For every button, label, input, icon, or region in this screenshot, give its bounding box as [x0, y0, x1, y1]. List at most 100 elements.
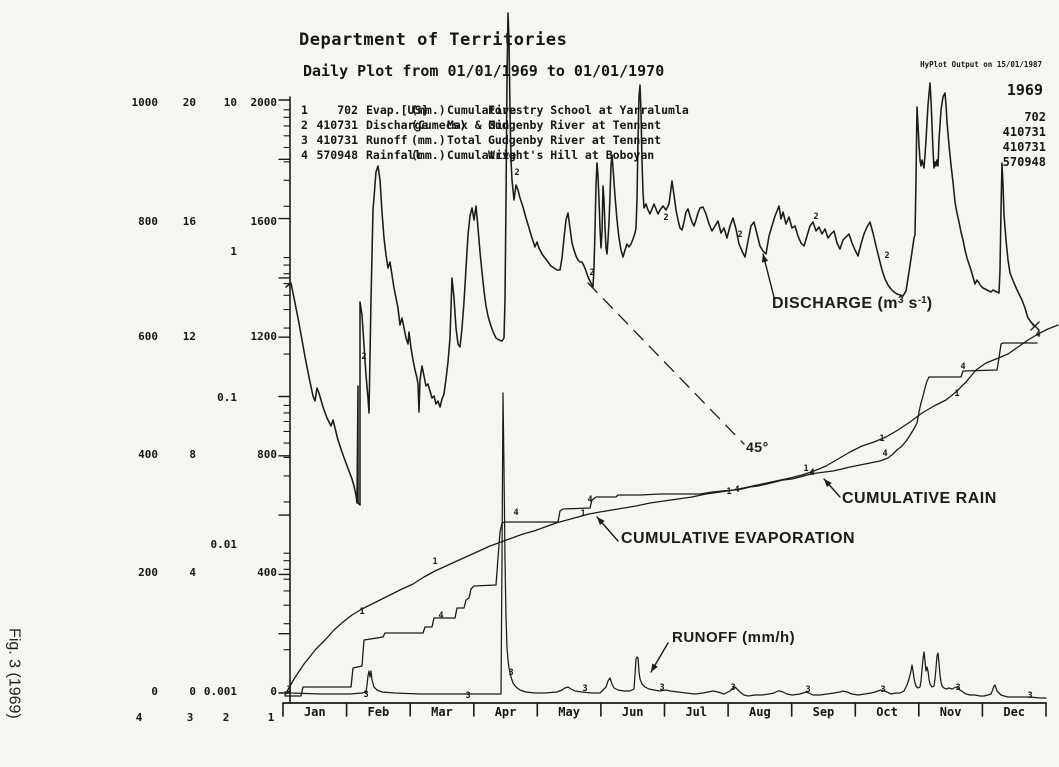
month-label-mar: Mar: [431, 705, 453, 719]
y-axis-label-curve-4: 400: [138, 448, 158, 461]
month-label-apr: Apr: [494, 705, 517, 719]
discharge-annotation-close: ): [926, 295, 933, 312]
curve-id-digit-1: 1: [432, 557, 438, 567]
legend-parameter: Discharge: [366, 118, 429, 132]
curve-id-digit-3: 3: [805, 685, 811, 695]
axis-column-index: 2: [222, 711, 230, 724]
legend-statistic-type: Max & Min: [447, 118, 510, 132]
curve-id-digit-1: 1: [803, 464, 809, 474]
y-axis-label-curve-2: 1: [230, 245, 237, 258]
curve-id-digit-3: 3: [1027, 691, 1033, 701]
legend-statistic-type: Cumulative: [447, 103, 517, 117]
y-axis-label-curve-1: 0: [270, 685, 277, 698]
curve-id-digit-4: 4: [734, 485, 740, 495]
month-label-dec: Dec: [1003, 705, 1026, 719]
y-axis-major-ticks: [278, 99, 291, 694]
month-label-jun: Jun: [621, 705, 644, 719]
y-axis-label-curve-4: 1000: [131, 96, 159, 109]
discharge-exp-3: 3: [898, 295, 904, 306]
legend-station-id: 410731: [316, 118, 358, 132]
legend-unit: (mm.): [411, 103, 446, 117]
y-axis-label-curve-3: 8: [189, 448, 196, 461]
figure-caption: Fig. 3 (1969): [5, 628, 23, 719]
annotation-arrowhead-2: [597, 517, 605, 526]
legend-curve-number: 3: [301, 133, 308, 147]
discharge-exp-minus1: -1: [917, 295, 927, 306]
curve-id-digit-3: 3: [659, 683, 665, 693]
plot-subtitle: Daily Plot from 01/01/1969 to 01/01/1970: [303, 62, 665, 80]
y-axis-label-curve-1: 400: [257, 566, 277, 579]
curve-id-digit-2: 2: [663, 213, 669, 223]
legend-statistic-type: Total: [447, 133, 482, 147]
curve-id-digit-1: 1: [726, 487, 732, 497]
legend-unit: (Cumecs): [411, 118, 467, 132]
discharge-annotation: DISCHARGE (m3 s-1): [772, 295, 933, 313]
slope-45-dashed-line: [587, 282, 745, 445]
legend-statistic-type: Cumulative: [447, 148, 517, 162]
legend-site-name: Gudgenby River at Tennent: [488, 133, 662, 147]
legend-parameter: Runoff: [366, 133, 408, 147]
curve-id-digit-3: 3: [508, 668, 514, 678]
legend-curve-number: 4: [301, 148, 308, 162]
curve-id-digit-4: 4: [809, 468, 815, 478]
legend-unit: (mm.): [411, 133, 446, 147]
y-axis-label-curve-1: 1600: [250, 215, 278, 228]
runoff-curve: [284, 392, 1047, 699]
legend-parameter: Evap.[US]: [366, 103, 429, 117]
curve-id-digit-2: 2: [514, 168, 520, 178]
curve-id-digit-4: 4: [1035, 330, 1041, 340]
45-degree-annotation: 45°: [746, 439, 769, 455]
legend-curve-number: 1: [301, 103, 308, 117]
axis-column-index: 4: [135, 711, 143, 724]
curve-id-digit-3: 3: [955, 683, 961, 693]
legend-parameter: Rainfall: [366, 148, 422, 162]
month-label-jul: Jul: [685, 705, 708, 719]
station-number-right: 702: [1024, 110, 1046, 124]
curve-id-digit-3: 3: [582, 684, 588, 694]
curve-id-digit-4: 4: [587, 495, 593, 505]
annotation-arrowhead-1: [824, 479, 832, 488]
page-title: Department of Territories: [299, 30, 568, 50]
y-axis-label-curve-1: 800: [257, 448, 277, 461]
y-axis-label-curve-2: 0.1: [217, 391, 237, 404]
y-axis-label-curve-2: 0.001: [203, 685, 237, 698]
discharge-annotation-text: DISCHARGE (m: [772, 295, 899, 312]
curve-id-digit-3: 3: [363, 690, 369, 700]
y-axis-label-curve-2: 0.01: [210, 538, 238, 551]
curve-id-digit-3: 3: [880, 685, 886, 695]
month-label-nov: Nov: [939, 705, 962, 719]
curve-id-digit-2: 2: [361, 352, 367, 362]
y-axis-label-curve-3: 20: [182, 96, 196, 109]
curve-id-digit-1: 1: [580, 509, 586, 519]
curve-id-digit-1: 1: [879, 434, 885, 444]
curve-id-digit-2: 2: [737, 230, 743, 240]
y-axis-label-curve-4: 200: [138, 566, 158, 579]
legend-curve-number: 2: [301, 118, 308, 132]
annotation-arrowhead-3: [651, 663, 658, 672]
legend-site-name: Forestry School at Yarralumla: [488, 103, 689, 117]
y-axis-label-curve-3: 12: [182, 330, 196, 343]
curve-id-digit-2: 2: [589, 268, 595, 278]
y-axis-label-curve-4: 600: [138, 330, 158, 343]
axis-column-index: 3: [186, 711, 194, 724]
discharge-annotation-mid: s: [903, 295, 918, 312]
curve-id-digit-4: 4: [438, 611, 444, 621]
station-number-right: 410731: [1002, 140, 1046, 154]
axis-column-index: 1: [267, 711, 275, 724]
curve-id-digit-4: 4: [960, 362, 966, 372]
curve-id-digit-2: 2: [884, 251, 890, 261]
cumulative-evaporation-annotation: CUMULATIVE EVAPORATION: [621, 530, 856, 547]
curve-id-digit-1: 1: [954, 389, 960, 399]
month-label-feb: Feb: [367, 705, 390, 719]
curve-id-digit-3: 3: [465, 691, 471, 701]
curve-id-digit-4: 4: [882, 449, 888, 459]
y-axis-label-curve-4: 800: [138, 215, 158, 228]
month-label-sep: Sep: [812, 705, 835, 719]
y-axis-minor-ticks: [283, 109, 291, 651]
curve-id-digit-4: 4: [513, 508, 519, 518]
y-axis-label-curve-3: 4: [189, 566, 196, 579]
annotation-arrowhead-0: [761, 254, 769, 263]
month-label-aug: Aug: [749, 705, 771, 719]
runoff-annotation: RUNOFF (mm/h): [672, 629, 796, 646]
